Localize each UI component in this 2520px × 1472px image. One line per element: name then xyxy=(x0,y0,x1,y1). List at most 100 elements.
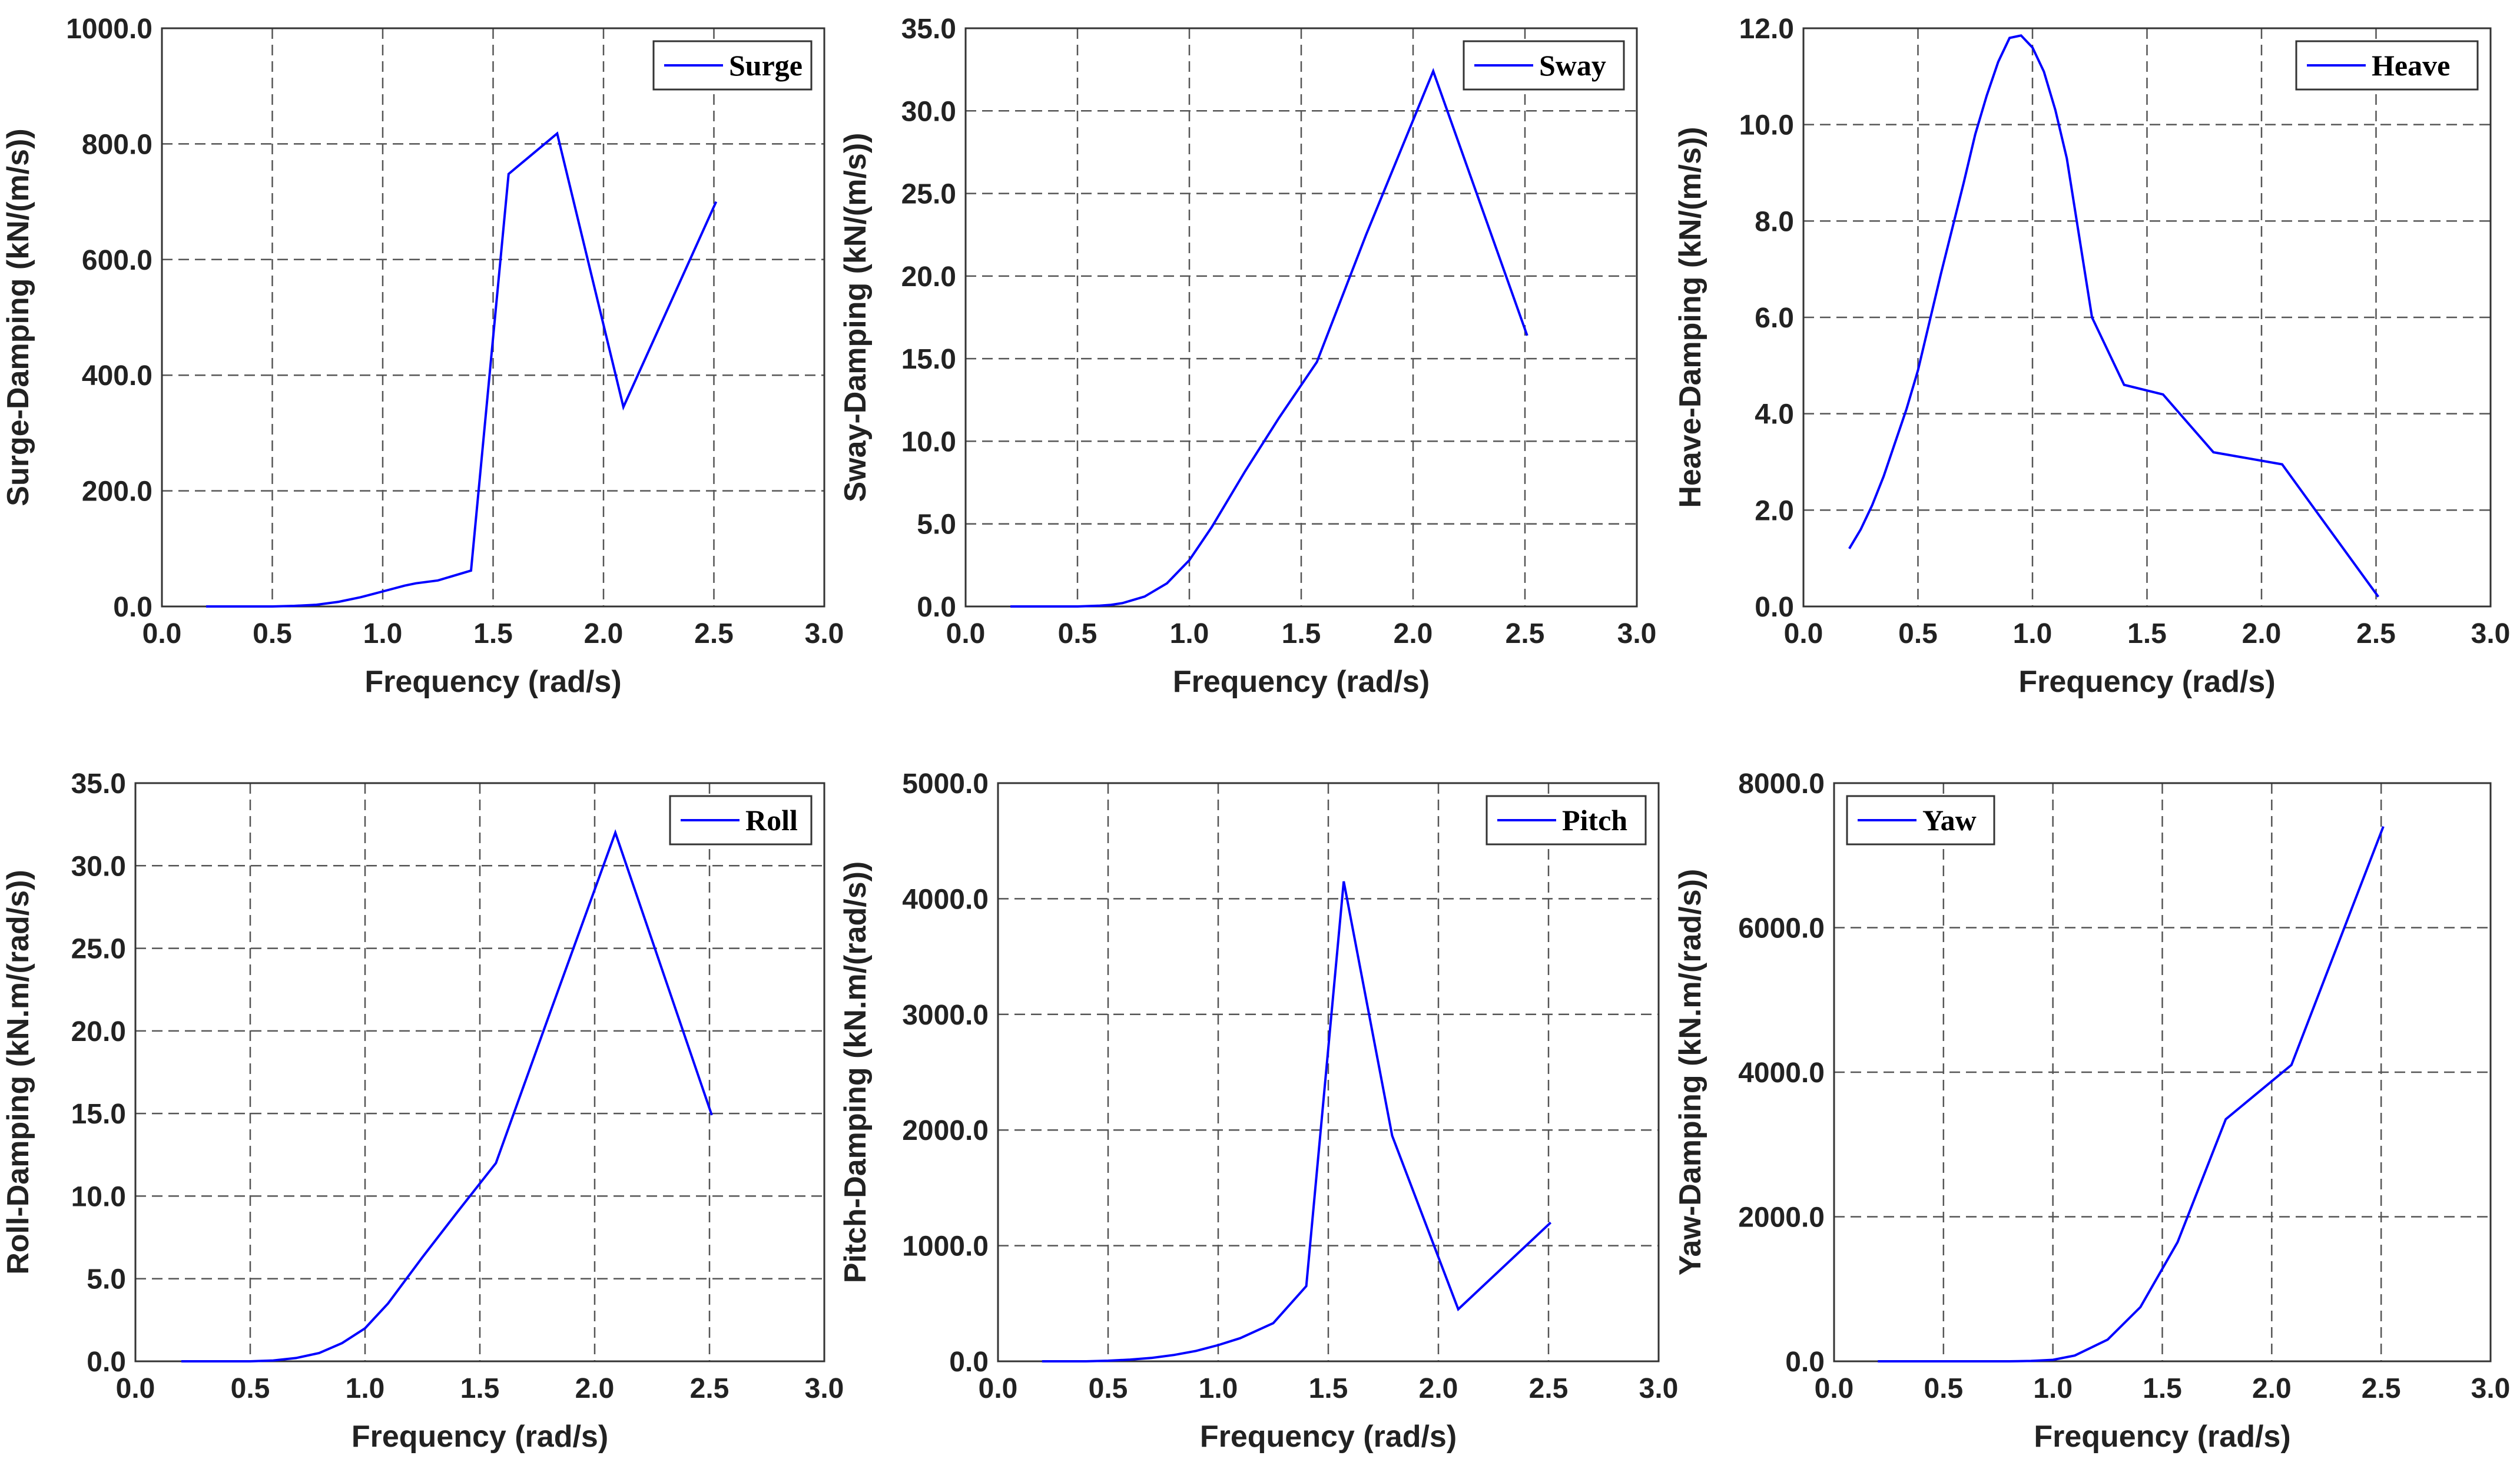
x-axis-label: Frequency (rad/s) xyxy=(2018,665,2275,699)
legend: Sway xyxy=(1463,40,1625,91)
legend: Heave xyxy=(2295,40,2479,91)
y-tick-label: 30.0 xyxy=(71,851,126,882)
x-tick-label: 1.5 xyxy=(460,1373,500,1404)
y-tick-label: 10.0 xyxy=(1739,110,1794,141)
plot-frame xyxy=(134,782,825,1362)
series-line-sway xyxy=(1010,68,1528,608)
x-tick-label: 1.5 xyxy=(1309,1373,1348,1404)
legend: Surge xyxy=(652,40,813,91)
y-tick-label: 0.0 xyxy=(949,1347,989,1378)
y-tick-label: 2000.0 xyxy=(1738,1202,1825,1234)
y-tick-label: 4.0 xyxy=(1755,399,1794,430)
x-axis-label: Frequency (rad/s) xyxy=(364,665,621,699)
x-tick-label: 1.0 xyxy=(363,618,403,649)
series-line-yaw xyxy=(1878,825,2385,1362)
x-tick-label: 0.5 xyxy=(253,618,292,649)
x-tick-label: 1.0 xyxy=(346,1373,385,1404)
x-tick-label: 3.0 xyxy=(2471,1373,2511,1404)
legend-label: Heave xyxy=(2372,49,2450,82)
x-tick-label: 0.0 xyxy=(946,618,986,649)
legend-label: Yaw xyxy=(1922,804,1977,837)
x-axis-label: Frequency (rad/s) xyxy=(1173,665,1430,699)
y-tick-label: 12.0 xyxy=(1739,14,1794,45)
x-tick-label: 3.0 xyxy=(805,1373,844,1404)
y-tick-label: 5.0 xyxy=(917,509,956,541)
y-tick-label: 25.0 xyxy=(71,934,126,965)
y-tick-label: 0.0 xyxy=(1755,592,1794,623)
x-tick-label: 3.0 xyxy=(805,618,844,649)
y-tick-label: 3000.0 xyxy=(902,1000,989,1031)
chart-panel-5: 0.0 0.5 1.0 1.5 2.0 2.5 3.0 0.0 1000.0 2000.0 3000… xyxy=(838,768,1678,1454)
x-tick-label: 2.5 xyxy=(694,618,734,649)
legend-label: Pitch xyxy=(1562,804,1627,837)
y-tick-label: 1000.0 xyxy=(902,1231,989,1262)
y-tick-label: 5.0 xyxy=(87,1264,126,1295)
legend: Yaw xyxy=(1846,795,1995,846)
series-line-roll xyxy=(181,829,713,1362)
legend-label: Roll xyxy=(745,804,798,837)
y-tick-label: 10.0 xyxy=(71,1181,126,1212)
x-tick-label: 0.0 xyxy=(142,618,182,649)
y-tick-label: 0.0 xyxy=(87,1347,126,1378)
y-tick-label: 8000.0 xyxy=(1738,768,1825,800)
x-tick-label: 2.0 xyxy=(584,618,624,649)
legend-box xyxy=(1486,795,1647,846)
y-tick-label: 400.0 xyxy=(82,360,152,392)
chart-panel-3: 0.0 0.5 1.0 1.5 2.0 2.5 3.0 0.0 2.0 4.0 6.0 8.0 10.0… xyxy=(1673,14,2510,699)
x-tick-label: 0.0 xyxy=(116,1373,155,1404)
chart-panel-6: 0.0 0.5 1.0 1.5 2.0 2.5 3.0 0.0 2000.0 4000.0 6000… xyxy=(1673,768,2510,1454)
x-tick-label: 3.0 xyxy=(2471,618,2511,649)
y-tick-label: 600.0 xyxy=(82,245,152,276)
y-tick-label: 35.0 xyxy=(71,768,126,800)
x-axis-label: Frequency (rad/s) xyxy=(1200,1420,1457,1454)
y-tick-label: 35.0 xyxy=(901,14,956,45)
y-tick-label: 10.0 xyxy=(901,426,956,457)
x-tick-label: 1.0 xyxy=(1170,618,1209,649)
x-tick-label: 2.5 xyxy=(1529,1373,1569,1404)
x-tick-label: 0.5 xyxy=(1924,1373,1963,1404)
plot-frame xyxy=(964,27,1638,608)
x-axis-label: Frequency (rad/s) xyxy=(2034,1420,2290,1454)
y-tick-label: 1000.0 xyxy=(66,14,152,45)
y-tick-label: 4000.0 xyxy=(902,884,989,915)
y-tick-label: 2.0 xyxy=(1755,495,1794,526)
y-tick-label: 2000.0 xyxy=(902,1115,989,1146)
y-tick-label: 20.0 xyxy=(901,261,956,293)
y-tick-label: 6.0 xyxy=(1755,303,1794,334)
x-tick-label: 2.5 xyxy=(690,1373,730,1404)
x-tick-label: 1.0 xyxy=(2013,618,2053,649)
x-tick-label: 1.5 xyxy=(2127,618,2167,649)
x-tick-label: 1.5 xyxy=(473,618,513,649)
plot-frame xyxy=(1802,27,2492,608)
y-axis-label: Yaw-Damping (kN.m/(rad/s)) xyxy=(1673,869,1707,1276)
chart-panel-1: 0.0 0.5 1.0 1.5 2.0 2.5 3.0 0.0 200.0 400.0 600.0 8… xyxy=(1,14,844,699)
y-tick-label: 5000.0 xyxy=(902,768,989,800)
y-tick-label: 8.0 xyxy=(1755,206,1794,237)
y-tick-label: 15.0 xyxy=(901,344,956,375)
x-tick-label: 0.0 xyxy=(1815,1373,1854,1404)
x-tick-label: 2.0 xyxy=(2252,1373,2292,1404)
x-tick-label: 2.0 xyxy=(2242,618,2282,649)
x-tick-label: 0.5 xyxy=(1058,618,1097,649)
x-axis-label: Frequency (rad/s) xyxy=(352,1420,608,1454)
y-tick-label: 800.0 xyxy=(82,129,152,160)
series-line-heave xyxy=(1848,34,2380,598)
y-tick-label: 25.0 xyxy=(901,179,956,210)
chart-panel-2: 0.0 0.5 1.0 1.5 2.0 2.5 3.0 0.0 5.0 10.0 15.0 20.0 2… xyxy=(838,14,1656,699)
x-tick-label: 2.0 xyxy=(575,1373,615,1404)
plot-frame xyxy=(161,27,825,608)
legend: Pitch xyxy=(1486,795,1647,846)
y-tick-label: 6000.0 xyxy=(1738,913,1825,944)
plot-frame xyxy=(997,782,1660,1362)
plot-frame xyxy=(1833,782,2492,1362)
y-tick-label: 30.0 xyxy=(901,96,956,127)
y-axis-label: Roll-Damping (kN.m/(rad/s)) xyxy=(1,870,35,1275)
x-tick-label: 2.5 xyxy=(1506,618,1545,649)
x-tick-label: 1.0 xyxy=(1199,1373,1238,1404)
y-tick-label: 0.0 xyxy=(917,592,956,623)
y-axis-label: Pitch-Damping (kN.m/(rad/s)) xyxy=(838,861,873,1284)
legend-box xyxy=(652,40,813,91)
y-tick-label: 4000.0 xyxy=(1738,1057,1825,1089)
x-tick-label: 0.5 xyxy=(1898,618,1938,649)
